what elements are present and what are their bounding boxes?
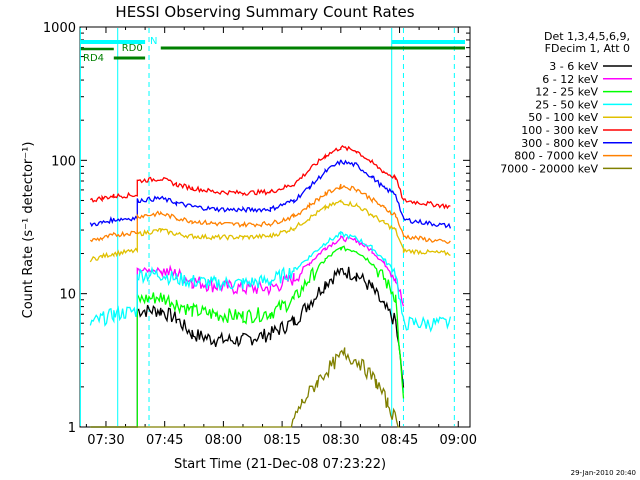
y-axis-label: Count Rate (s⁻¹ detector⁻¹)	[21, 142, 36, 319]
x-tick-label: 09:00	[440, 433, 477, 448]
x-axis-label: Start Time (21-Dec-08 07:23:22)	[174, 457, 386, 472]
x-tick-label: 07:30	[87, 433, 124, 448]
series-line	[90, 235, 405, 428]
x-tick-label: 07:45	[146, 433, 183, 448]
x-tick-label: 08:00	[205, 433, 242, 448]
series-line	[89, 144, 451, 210]
flag-label-rd4: RD4	[83, 53, 104, 64]
legend-label: 100 - 300 keV	[521, 124, 598, 137]
series-line	[89, 230, 452, 333]
series-line	[90, 347, 400, 428]
legend-header-line-1: Det 1,3,4,5,6,9,	[544, 30, 630, 43]
plot-frame	[79, 26, 471, 428]
x-tick-label: 08:15	[263, 433, 300, 448]
series-line	[90, 266, 405, 428]
legend-label: 300 - 800 keV	[521, 137, 598, 150]
x-tick-label: 08:45	[381, 433, 418, 448]
chart-title: HESSI Observing Summary Count Rates	[115, 3, 414, 21]
y-tick-label: 100	[51, 154, 76, 169]
series-line	[89, 199, 451, 263]
x-tick-label: 08:30	[322, 433, 359, 448]
legend-label: 7000 - 20000 keV	[500, 162, 598, 175]
legend-label: 12 - 25 keV	[535, 86, 598, 99]
series-line	[90, 245, 405, 428]
legend-label: 50 - 100 keV	[528, 111, 598, 124]
series-line	[89, 159, 452, 229]
legend-label: 6 - 12 keV	[542, 73, 598, 86]
legend-label: 25 - 50 keV	[535, 98, 598, 111]
flag-label-n: N	[150, 36, 157, 47]
y-tick-label: 1000	[43, 21, 76, 36]
legend-label: 800 - 7000 keV	[514, 150, 598, 163]
legend-label: 3 - 6 keV	[549, 60, 598, 73]
y-tick-label: 1	[68, 421, 76, 436]
flag-label-rd0: RD0	[122, 43, 143, 54]
y-tick-label: 10	[59, 288, 76, 303]
legend-header-line-2: FDecim 1, Att 0	[545, 42, 630, 55]
timestamp: 29-Jan-2010 20:40	[571, 469, 636, 477]
series-line	[89, 183, 451, 245]
